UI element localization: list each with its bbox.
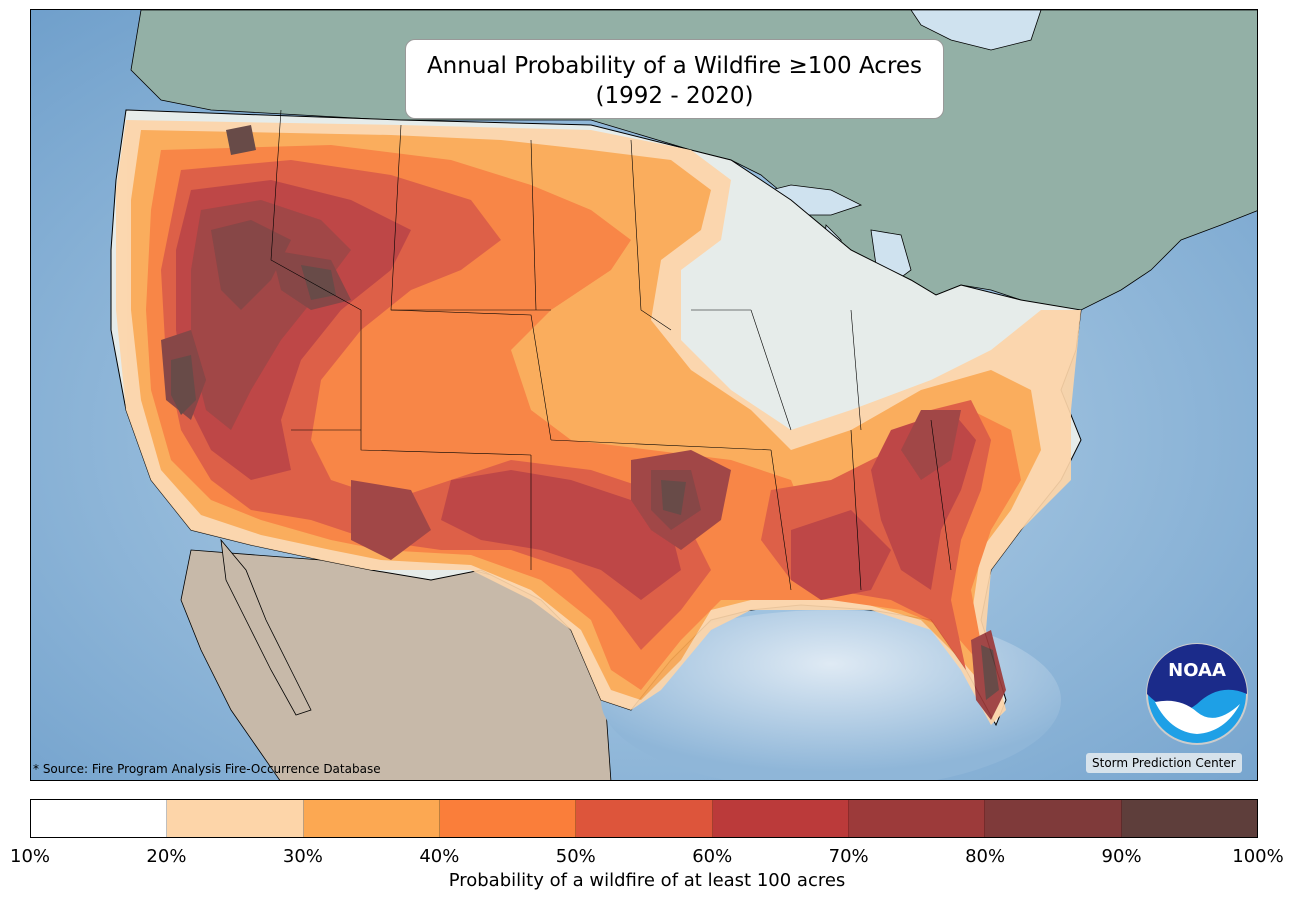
colorbar-segment-0: [31, 800, 168, 837]
colorbar-segment-1: [167, 800, 304, 837]
map-panel: Annual Probability of a Wildfire ≥100 Ac…: [30, 9, 1258, 781]
probability-contours: [116, 120, 1081, 725]
colorbar-segment-4: [576, 800, 713, 837]
colorbar-tick-label: 40%: [419, 846, 460, 867]
colorbar-segment-8: [1121, 800, 1257, 837]
colorbar-tick-label: 20%: [146, 846, 187, 867]
colorbar: [30, 799, 1258, 838]
hudson-bay: [910, 10, 1042, 51]
wildfire-probability-map: [31, 10, 1257, 780]
credit-label: Storm Prediction Center: [1086, 753, 1242, 773]
baja-peninsula: [220, 538, 312, 716]
colorbar-tick-label: 70%: [828, 846, 869, 867]
colorbar-tick-label: 90%: [1101, 846, 1142, 867]
colorbar-label: Probability of a wildfire of at least 10…: [448, 870, 846, 891]
colorbar-tick-label: 30%: [282, 846, 323, 867]
gulf-of-mexico: [601, 610, 1061, 780]
colorbar-tick-label: 10%: [9, 846, 51, 867]
colorbar-segment-6: [848, 800, 986, 837]
colorbar-segment-7: [985, 800, 1122, 837]
map-subtitle: (1992 - 2020): [595, 83, 754, 109]
state-borders: [270, 109, 952, 591]
colorbar-tick-label: 80%: [965, 846, 1006, 867]
colorbar-tick-label: 50%: [555, 846, 596, 867]
source-note: * Source: Fire Program Analysis Fire-Occ…: [33, 762, 381, 776]
colorbar-segment-5: [712, 800, 849, 837]
contour-80-90: [161, 220, 701, 530]
noaa-logo-icon: NOAA: [1145, 642, 1249, 746]
colorbar-tick-label: 60%: [692, 846, 733, 867]
colorbar-ticks: 10% 20% 30% 40% 50% 60% 70% 80% 90% 100%: [10, 846, 1284, 870]
noaa-logo-text: NOAA: [1168, 660, 1226, 681]
colorbar-segment-3: [439, 800, 577, 837]
colorbar-tick-label: 100%: [1232, 846, 1284, 867]
colorbar-segment-2: [303, 800, 440, 837]
map-title-box: Annual Probability of a Wildfire ≥100 Ac…: [405, 39, 944, 119]
map-title: Annual Probability of a Wildfire ≥100 Ac…: [426, 53, 923, 79]
